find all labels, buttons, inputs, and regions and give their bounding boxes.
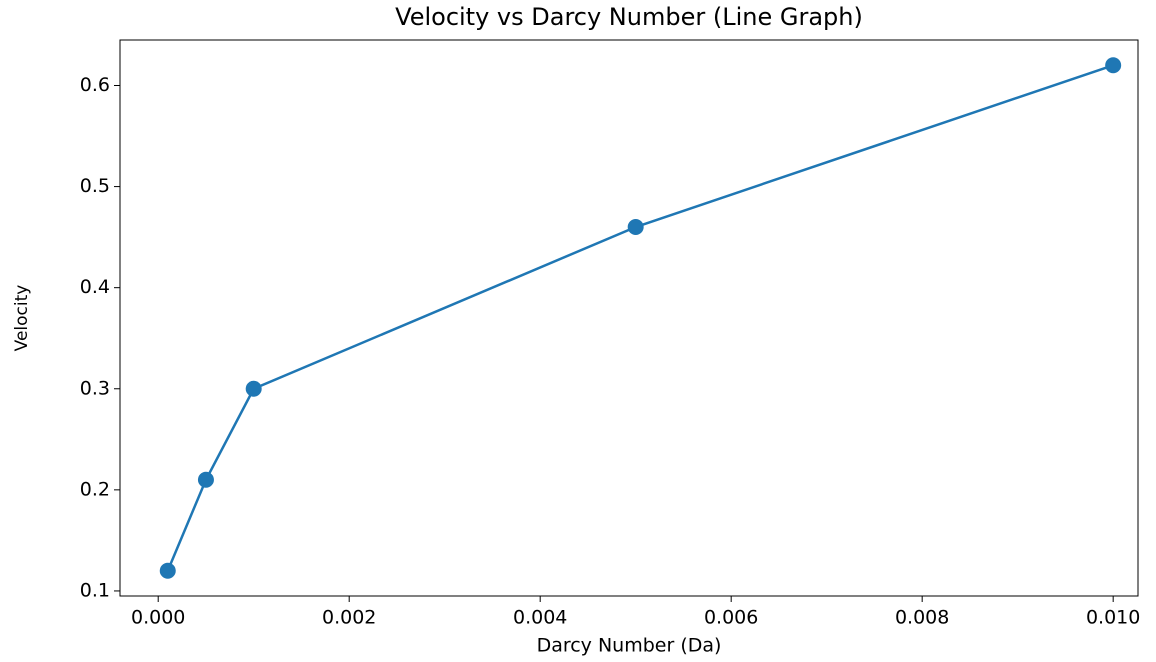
y-tick-label: 0.5: [80, 175, 110, 197]
x-tick-label: 0.000: [131, 607, 185, 629]
x-tick-label: 0.008: [895, 607, 949, 629]
y-tick-label: 0.2: [80, 478, 110, 500]
marker: [159, 562, 176, 579]
y-tick-label: 0.3: [80, 377, 110, 399]
line: [166, 64, 1114, 572]
marker: [197, 471, 214, 488]
marker: [627, 219, 644, 236]
marker: [245, 380, 262, 397]
y-axis-label: Velocity: [12, 285, 32, 352]
y-tick-label: 0.1: [80, 579, 110, 601]
x-tick-label: 0.010: [1086, 607, 1140, 629]
x-axis-label: Darcy Number (Da): [537, 635, 722, 657]
chart-title: Velocity vs Darcy Number (Line Graph): [395, 3, 863, 31]
marker: [1105, 57, 1122, 74]
x-tick-label: 0.002: [322, 607, 376, 629]
x-tick-label: 0.006: [704, 607, 758, 629]
x-tick-label: 0.004: [513, 607, 567, 629]
plot-frame: [119, 39, 1139, 597]
y-tick-label: 0.4: [80, 276, 110, 298]
y-tick-label: 0.6: [80, 74, 110, 96]
